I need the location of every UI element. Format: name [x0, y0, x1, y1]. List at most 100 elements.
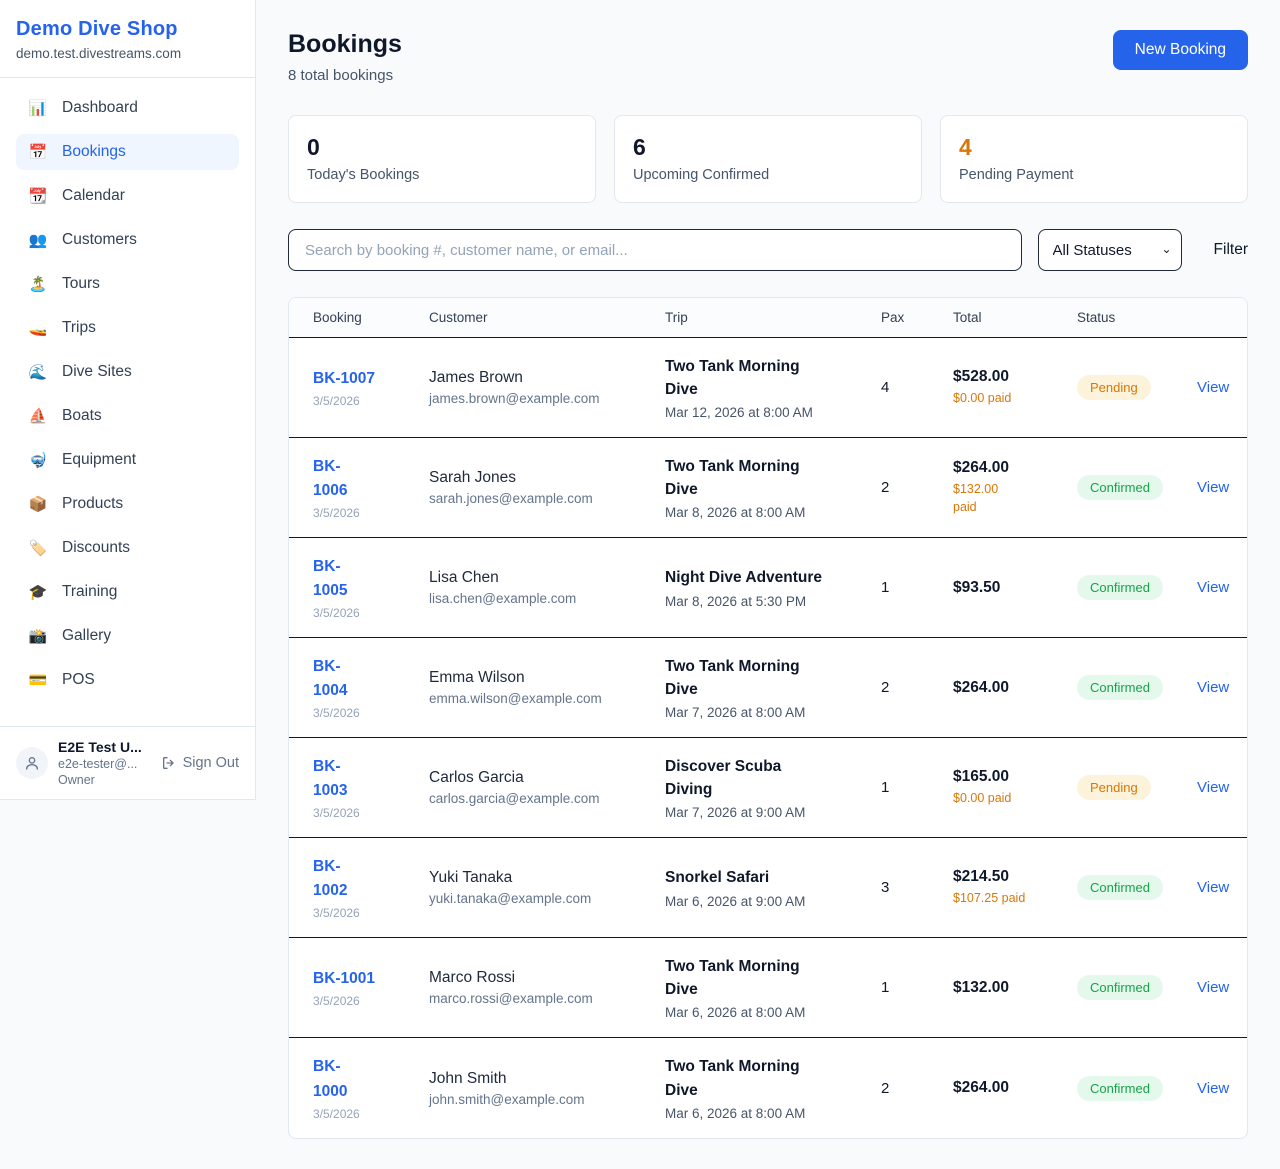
- pax-count: 1: [881, 979, 890, 996]
- filter-row: All Statuses ⌄ Filter: [288, 229, 1248, 271]
- view-link[interactable]: View: [1197, 479, 1230, 496]
- sidebar-nav: 📊 Dashboard 📅 Bookings 📆 Calendar 👥 Cust…: [0, 78, 255, 718]
- view-link[interactable]: View: [1197, 1079, 1230, 1097]
- booking-id-link[interactable]: BK- 1004: [313, 657, 348, 699]
- table-row: BK-1007 3/5/2026 James Brown james.brown…: [289, 338, 1247, 438]
- pax-count: 2: [881, 679, 890, 696]
- view-link[interactable]: View: [1197, 979, 1230, 996]
- booking-date: 3/5/2026: [313, 906, 360, 921]
- customer-name: Yuki Tanaka: [429, 869, 513, 886]
- sidebar-item-customers[interactable]: 👥 Customers: [16, 222, 239, 258]
- pax-count: 3: [881, 879, 890, 896]
- sign-out-button[interactable]: Sign Out: [161, 755, 239, 771]
- sidebar-item-label: Products: [62, 495, 124, 512]
- table-row: BK- 1002 3/5/2026 Yuki Tanaka yuki.tanak…: [289, 838, 1247, 938]
- paid-amount: $132.00 paid: [953, 482, 999, 514]
- gallery-camera-icon: 📸: [28, 628, 48, 645]
- sidebar-item-calendar[interactable]: 📆 Calendar: [16, 178, 239, 214]
- customer-cell: Lisa Chen lisa.chen@example.com: [429, 569, 665, 606]
- status-badge: Confirmed: [1077, 1075, 1163, 1101]
- customer-name: John Smith: [429, 1069, 507, 1087]
- sidebar-item-boats[interactable]: ⛵ Boats: [16, 398, 239, 434]
- column-header-total: Total: [953, 310, 982, 325]
- stat-label: Upcoming Confirmed: [633, 167, 770, 183]
- booking-id-link[interactable]: BK- 1006: [313, 457, 348, 499]
- stats-cards: 0 Today's Bookings 6 Upcoming Confirmed …: [288, 115, 1248, 203]
- paid-amount: $0.00 paid: [953, 790, 1012, 805]
- sidebar-item-bookings[interactable]: 📅 Bookings: [16, 134, 239, 170]
- sidebar-item-dive-sites[interactable]: 🌊 Dive Sites: [16, 354, 239, 390]
- bookings-table: Booking Customer Trip Pax Total Status B…: [288, 297, 1248, 1139]
- equipment-divemask-icon: 🤿: [28, 452, 48, 469]
- sidebar-user-footer: E2E Test U... e2e-tester@... Owner Sign …: [0, 726, 255, 799]
- status-badge: Confirmed: [1077, 475, 1163, 500]
- booking-date: 3/5/2026: [313, 394, 360, 408]
- sidebar-item-gallery[interactable]: 📸 Gallery: [16, 618, 239, 654]
- view-link[interactable]: View: [1197, 879, 1230, 896]
- booking-date: 3/5/2026: [313, 506, 360, 521]
- status-select-wrap: All Statuses ⌄: [1037, 229, 1182, 271]
- view-link[interactable]: View: [1197, 779, 1230, 796]
- training-gradcap-icon: 🎓: [28, 584, 48, 601]
- total-amount: $214.50: [953, 867, 1010, 885]
- total-cell: $528.00 $0.00 paid: [953, 368, 1077, 408]
- trip-datetime: Mar 7, 2026 at 8:00 AM: [665, 705, 806, 721]
- booking-id-link[interactable]: BK-1007: [313, 369, 376, 387]
- view-link[interactable]: View: [1197, 379, 1230, 396]
- customer-email: carlos.garcia@example.com: [429, 791, 600, 806]
- products-box-icon: 📦: [28, 496, 48, 513]
- trip-name: Night Dive Adventure: [665, 569, 823, 587]
- sidebar-item-label: Dashboard: [62, 99, 138, 116]
- stat-label: Pending Payment: [959, 167, 1074, 183]
- trip-name: Snorkel Safari: [665, 869, 770, 887]
- booking-id-link[interactable]: BK- 1003: [313, 757, 348, 799]
- sign-out-label: Sign Out: [182, 755, 239, 771]
- sidebar-item-training[interactable]: 🎓 Training: [16, 574, 239, 610]
- page-title: Bookings: [288, 30, 402, 58]
- sidebar-item-discounts[interactable]: 🏷️ Discounts: [16, 530, 239, 566]
- sidebar-item-products[interactable]: 📦 Products: [16, 486, 239, 522]
- view-link[interactable]: View: [1197, 579, 1230, 596]
- table-row: BK- 1005 3/5/2026 Lisa Chen lisa.chen@ex…: [289, 538, 1247, 638]
- paid-amount: $107.25 paid: [953, 890, 1026, 905]
- view-link[interactable]: View: [1197, 679, 1230, 696]
- stat-card-pending-payment: 4 Pending Payment: [940, 115, 1248, 203]
- sidebar-item-tours[interactable]: 🏝️ Tours: [16, 266, 239, 302]
- total-cell: $165.00 $0.00 paid: [953, 768, 1077, 808]
- booking-date: 3/5/2026: [313, 606, 360, 621]
- dive-sites-wave-icon: 🌊: [28, 364, 48, 381]
- total-amount: $264.00: [953, 459, 1010, 476]
- customer-email: yuki.tanaka@example.com: [429, 891, 592, 906]
- sidebar-item-dashboard[interactable]: 📊 Dashboard: [16, 90, 239, 126]
- status-badge: Confirmed: [1077, 675, 1163, 700]
- sidebar-item-trips[interactable]: 🚤 Trips: [16, 310, 239, 346]
- trip-cell: Two Tank Morning Dive Mar 8, 2026 at 8:0…: [665, 455, 881, 521]
- dashboard-chart-icon: 📊: [28, 100, 48, 117]
- status-cell: Confirmed: [1077, 575, 1197, 600]
- trip-cell: Two Tank Morning Dive Mar 12, 2026 at 8:…: [665, 355, 881, 421]
- sidebar-item-equipment[interactable]: 🤿 Equipment: [16, 442, 239, 478]
- booking-id-link[interactable]: BK- 1000: [313, 1058, 348, 1100]
- booking-date: 3/5/2026: [313, 1106, 360, 1121]
- status-filter-select[interactable]: All Statuses: [1037, 229, 1182, 271]
- customer-email: marco.rossi@example.com: [429, 991, 593, 1006]
- stat-value: 0: [307, 134, 320, 160]
- pos-creditcard-icon: 💳: [28, 672, 48, 689]
- filter-button[interactable]: Filter: [1213, 241, 1248, 258]
- booking-id-link[interactable]: BK- 1002: [313, 857, 348, 899]
- new-booking-button[interactable]: New Booking: [1112, 30, 1248, 70]
- customer-name: James Brown: [429, 369, 523, 386]
- discounts-tag-icon: 🏷️: [28, 540, 48, 557]
- status-badge: Confirmed: [1077, 575, 1163, 600]
- search-input[interactable]: [288, 229, 1022, 271]
- total-amount: $264.00: [953, 1079, 1010, 1096]
- booking-id-link[interactable]: BK- 1005: [313, 557, 348, 599]
- booking-id-link[interactable]: BK-1001: [313, 969, 376, 987]
- customer-email: john.smith@example.com: [429, 1091, 585, 1107]
- trip-cell: Two Tank Morning Dive Mar 6, 2026 at 8:0…: [665, 955, 881, 1021]
- user-info: E2E Test U... e2e-tester@... Owner: [58, 739, 151, 787]
- sidebar-item-label: Customers: [62, 231, 137, 248]
- customer-name: Emma Wilson: [429, 669, 525, 686]
- sidebar-item-pos[interactable]: 💳 POS: [16, 662, 239, 698]
